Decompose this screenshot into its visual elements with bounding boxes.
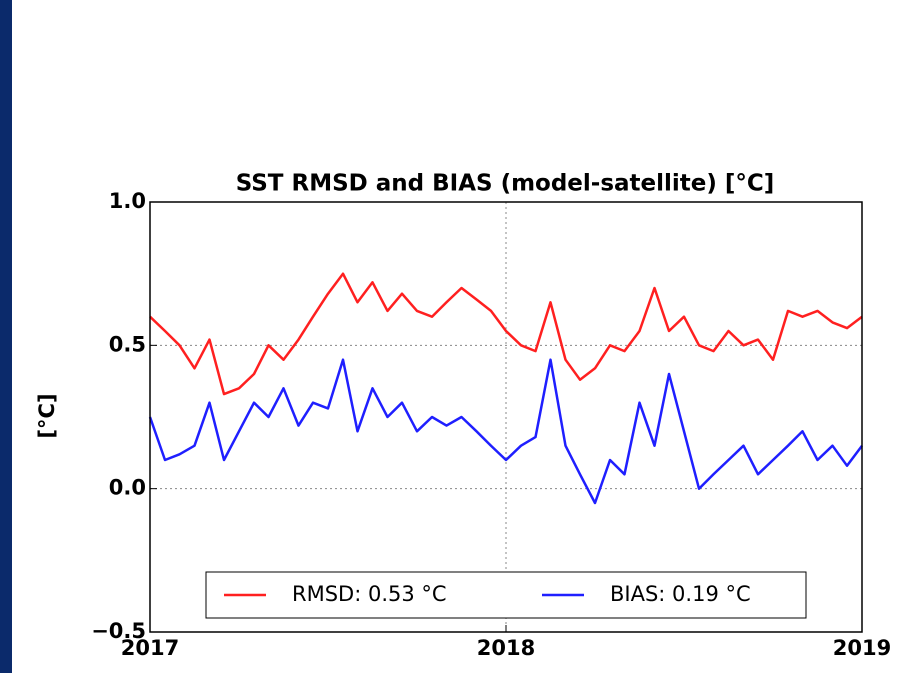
y-axis-label: [°C] (35, 393, 59, 438)
x-tick-label: 2019 (833, 636, 891, 660)
x-tick-label: 2017 (121, 636, 179, 660)
data-line (149, 272, 863, 396)
x-tick-label: 2018 (477, 636, 535, 660)
chart-title: SST RMSD and BIAS (model-satellite) [°C] (236, 171, 775, 197)
y-tick-label: 1.0 (109, 189, 146, 213)
plot-frame (149, 201, 863, 633)
y-tick-label: 0.0 (109, 476, 146, 500)
side-strip (0, 0, 12, 673)
legend-box (205, 571, 807, 619)
data-line (148, 358, 863, 505)
y-tick-label: 0.5 (109, 332, 146, 356)
legend-label: RMSD: 0.53 °C (292, 582, 447, 606)
legend-label: BIAS: 0.19 °C (610, 582, 751, 606)
y-tick-label: −0.5 (91, 619, 146, 643)
